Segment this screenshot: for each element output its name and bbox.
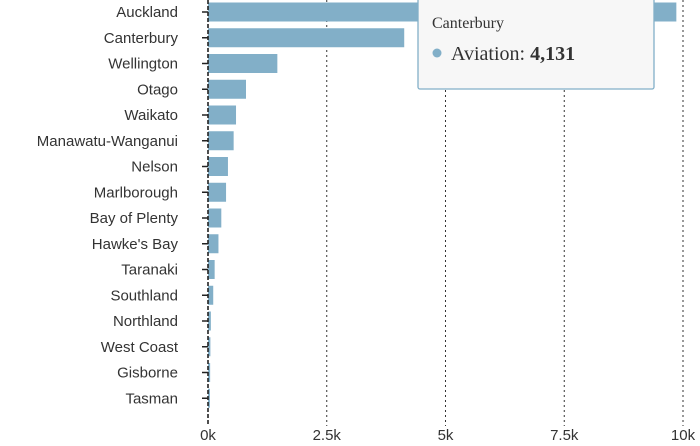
bar[interactable]	[208, 54, 278, 73]
bar[interactable]	[208, 79, 246, 99]
bar[interactable]	[208, 105, 237, 125]
bar[interactable]	[208, 337, 211, 357]
category-label: Gisborne	[117, 365, 178, 382]
x-tick-label: 10k	[671, 427, 696, 444]
tooltip: Canterbury Aviation: 4,131	[417, 0, 655, 90]
category-label: Marlborough	[94, 184, 178, 201]
tooltip-value: 4,131	[530, 43, 575, 65]
category-label: Tasman	[125, 390, 178, 407]
category-label: Nelson	[131, 159, 178, 176]
bar[interactable]	[208, 157, 228, 176]
x-tick-label: 2.5k	[313, 427, 342, 444]
category-label: Canterbury	[104, 30, 179, 47]
category-label: Auckland	[116, 4, 178, 21]
tooltip-box	[417, 0, 655, 90]
tooltip-separator: :	[520, 43, 531, 65]
category-label: Waikato	[124, 107, 178, 124]
x-tick-label: 7.5k	[550, 427, 579, 444]
category-label: Wellington	[108, 56, 178, 73]
category-label: Bay of Plenty	[90, 210, 179, 227]
tooltip-series-marker	[432, 48, 442, 58]
bar[interactable]	[208, 182, 227, 202]
bar[interactable]	[208, 28, 405, 48]
category-label: Hawke's Bay	[92, 236, 179, 253]
bar[interactable]	[208, 208, 222, 228]
x-tick-label: 5k	[438, 427, 454, 444]
axis-layer	[202, 0, 209, 426]
bar[interactable]	[208, 311, 211, 331]
category-label: Northland	[113, 313, 178, 330]
bar[interactable]	[208, 388, 210, 408]
label-layer: 0k 2.5k 5k 7.5k 10k Auckland Canterbury Welling…	[37, 4, 696, 444]
bar[interactable]	[208, 363, 211, 382]
bar[interactable]	[208, 131, 234, 151]
bar[interactable]	[208, 285, 214, 305]
tooltip-title: Canterbury	[432, 15, 504, 32]
tooltip-body: Aviation: 4,131	[451, 43, 575, 65]
category-label: West Coast	[101, 339, 179, 356]
category-label: Southland	[110, 287, 178, 304]
category-label: Manawatu-Wanganui	[37, 133, 178, 150]
category-label: Otago	[137, 81, 178, 98]
bar[interactable]	[208, 260, 215, 279]
category-label: Taranaki	[121, 262, 178, 279]
bar[interactable]	[208, 234, 219, 254]
x-tick-label: 0k	[200, 427, 216, 444]
tooltip-series-label: Aviation	[451, 43, 520, 65]
